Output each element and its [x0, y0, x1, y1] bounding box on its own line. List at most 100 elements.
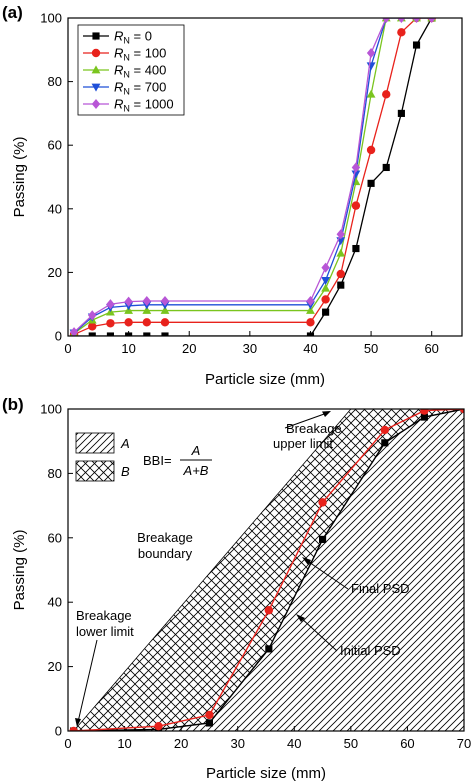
data-point	[420, 409, 429, 415]
data-point	[412, 18, 421, 24]
data-point	[366, 145, 376, 155]
y-tick-label: 20	[48, 659, 62, 674]
data-point	[366, 62, 376, 71]
y-tick-label: 100	[40, 402, 62, 417]
data-point	[306, 305, 315, 314]
y-tick-label: 40	[48, 595, 62, 610]
formula-lhs: BBI=	[143, 453, 172, 468]
panel-a-frame	[67, 17, 463, 337]
data-point	[125, 332, 133, 336]
panel-b-regions	[73, 409, 464, 731]
formula-numerator: A	[191, 443, 201, 458]
data-point	[106, 332, 115, 336]
y-tick-label: 80	[48, 466, 62, 481]
data-point	[321, 276, 331, 285]
arrowhead-final-psd	[302, 557, 311, 565]
x-tick-label: 60	[400, 736, 414, 751]
data-point	[336, 248, 346, 257]
formula-denominator: A+B	[183, 463, 209, 478]
annot-lower-limit-line2: lower limit	[76, 624, 134, 639]
data-point	[336, 269, 345, 279]
y-tick-label: 100	[40, 11, 62, 26]
data-point	[420, 413, 428, 421]
x-tick-label: 40	[303, 341, 317, 356]
x-tick-label: 50	[364, 341, 378, 356]
data-point	[264, 606, 274, 615]
data-point	[336, 229, 345, 240]
y-tick-label: 60	[48, 138, 62, 153]
x-tick-label: 60	[424, 341, 438, 356]
data-point	[161, 332, 169, 336]
annot-upper-limit-line2: upper limit	[273, 436, 333, 451]
y-tick-label: 60	[48, 530, 62, 545]
data-point	[205, 719, 213, 727]
data-point	[124, 318, 133, 327]
data-point	[142, 295, 151, 307]
panel-a-series	[69, 18, 437, 336]
y-tick-label: 20	[48, 265, 62, 280]
data-point	[382, 163, 390, 172]
legend-label-a: A	[120, 436, 130, 451]
data-point	[459, 409, 464, 414]
data-point	[412, 41, 421, 49]
panel-a: (a) 0 10 20 30 40 50 60 0 20 40 60 80 100 Particle s…	[2, 3, 463, 388]
data-point	[382, 90, 391, 99]
annot-initial-psd: Initial PSD	[340, 643, 401, 658]
data-point	[397, 18, 406, 24]
data-point	[88, 310, 97, 321]
data-point	[351, 162, 361, 173]
data-point	[366, 47, 376, 59]
data-point	[124, 296, 133, 307]
arrowhead-upper-limit	[322, 411, 331, 417]
series-line	[73, 409, 464, 731]
arrow-lower-limit	[77, 639, 98, 723]
panel-b-ylabel: Passing (%)	[11, 530, 28, 611]
data-point	[160, 305, 170, 314]
legend-marker	[92, 32, 100, 40]
panel-a-xlabel: Particle size (mm)	[205, 371, 325, 388]
data-point	[318, 498, 327, 507]
arrow-initial-psd	[299, 616, 338, 652]
x-tick-label: 30	[243, 341, 257, 356]
data-point	[337, 281, 345, 289]
data-point	[88, 332, 96, 336]
x-tick-label: 20	[174, 736, 188, 751]
series-1000	[69, 18, 436, 336]
legend-label: RN = 400	[114, 63, 166, 80]
data-point	[381, 439, 389, 447]
data-point	[142, 318, 151, 327]
data-point	[380, 425, 389, 435]
legend-swatch-b	[75, 460, 115, 482]
data-point	[154, 721, 163, 731]
data-point	[160, 295, 170, 307]
x-tick-label: 10	[121, 341, 135, 356]
legend-label: RN = 0	[114, 29, 152, 46]
data-point	[265, 645, 273, 653]
y-tick-label: 80	[48, 74, 62, 89]
arrowhead-lower-limit	[75, 718, 81, 727]
panel-b-xlabel: Particle size (mm)	[206, 765, 326, 782]
data-point	[427, 18, 436, 24]
x-tick-label: 70	[457, 736, 471, 751]
x-tick-label: 10	[117, 736, 131, 751]
x-tick-label: 30	[230, 736, 244, 751]
data-point	[397, 109, 405, 117]
panel-b-series	[69, 409, 464, 731]
data-point	[367, 179, 375, 187]
panel-a-ylabel: Passing (%)	[11, 137, 28, 218]
panel-b-label: (b)	[2, 395, 24, 414]
panel-b-legend: A B BBI= A A+B	[75, 432, 212, 482]
data-point	[397, 28, 406, 37]
annot-boundary-line1: Breakage	[137, 530, 193, 545]
legend-swatch-a	[75, 432, 115, 454]
data-point	[351, 201, 361, 210]
x-tick-label: 50	[344, 736, 358, 751]
arrowhead-initial-psd	[296, 614, 305, 622]
series-line	[73, 409, 464, 731]
legend-label-b: B	[121, 464, 130, 479]
annot-final-psd: Final PSD	[351, 581, 410, 596]
legend-marker	[91, 98, 101, 110]
data-point	[321, 295, 330, 304]
data-point	[160, 318, 170, 327]
